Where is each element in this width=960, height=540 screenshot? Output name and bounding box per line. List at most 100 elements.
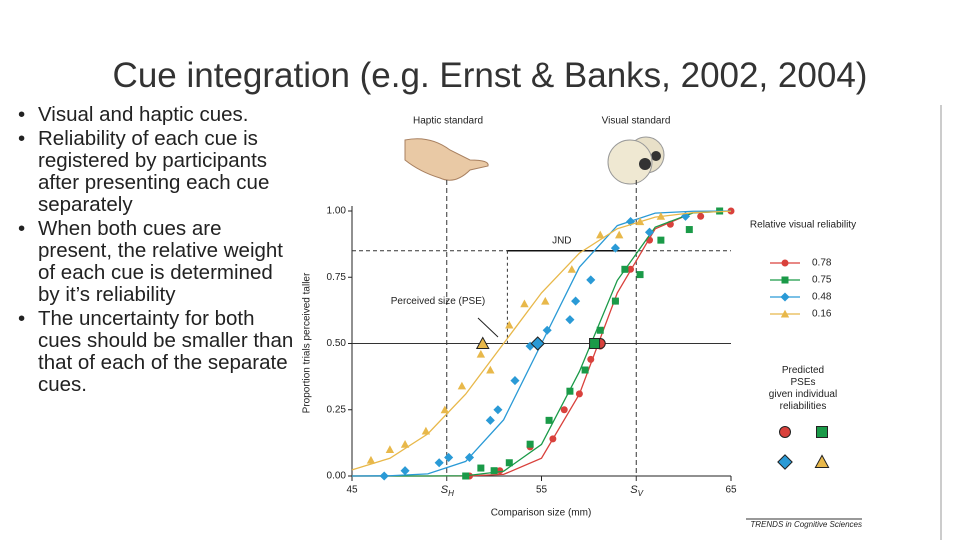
fit-curve xyxy=(352,210,732,477)
x-tick-label: 65 xyxy=(725,485,737,496)
point xyxy=(644,227,655,237)
point xyxy=(490,467,498,475)
point xyxy=(571,296,581,306)
point xyxy=(379,471,389,481)
legend-marker xyxy=(780,309,790,318)
y-axis-label: Proportion trials perceived taller xyxy=(302,272,313,413)
point xyxy=(520,299,529,308)
point xyxy=(610,243,620,253)
point xyxy=(457,381,467,390)
point xyxy=(475,336,490,349)
point xyxy=(575,390,583,398)
x-tick-label: 45 xyxy=(346,485,358,496)
legend-marker xyxy=(781,259,789,267)
pse-legend-title-line: Predicted xyxy=(782,365,824,376)
point xyxy=(566,387,574,395)
standard-label: SV xyxy=(630,484,643,498)
point xyxy=(464,452,475,462)
point xyxy=(657,236,665,244)
point xyxy=(421,426,431,435)
point xyxy=(567,265,577,273)
bullet: When both cues are present, the relative… xyxy=(18,218,300,306)
stimulus-label: Visual standard xyxy=(602,116,671,127)
legend-pse-marker xyxy=(779,426,791,438)
point xyxy=(680,211,691,221)
credit: TRENDS in Cognitive Sciences xyxy=(750,520,862,529)
legend-label: 0.75 xyxy=(812,275,832,286)
pse-legend-title: Predicted PSEs given individual reliabiliti… xyxy=(769,365,837,412)
pse-legend-title-line: PSEs xyxy=(790,377,815,388)
eyes-icon xyxy=(607,136,665,185)
legend-title: Relative visual reliability xyxy=(750,220,856,231)
bullet: Reliability of each cue is registered by… xyxy=(18,128,300,216)
point xyxy=(400,466,410,476)
y-tick-label: 0.00 xyxy=(327,471,347,482)
point xyxy=(635,217,645,226)
point xyxy=(486,365,495,374)
y-tick-label: 0.75 xyxy=(327,272,347,283)
point xyxy=(400,440,410,448)
hand-icon xyxy=(404,138,489,181)
point xyxy=(477,464,485,472)
point xyxy=(581,366,589,374)
legend-marker xyxy=(781,276,789,284)
x-axis-label: Comparison size (mm) xyxy=(491,508,592,519)
point xyxy=(697,212,705,220)
legend-marker xyxy=(780,292,790,302)
x-tick-label: 55 xyxy=(536,485,548,496)
point xyxy=(611,297,619,305)
point xyxy=(485,415,495,425)
pse-note: Perceived size (PSE) xyxy=(391,296,485,307)
standard-subscript: V xyxy=(638,489,644,498)
legend-pse-marker xyxy=(777,454,793,470)
bullet-list: Visual and haptic cues. Reliability of e… xyxy=(18,104,300,398)
legend-pse-marker xyxy=(814,454,830,468)
point xyxy=(545,416,553,424)
slide-title: Cue integration (e.g. Ernst & Banks, 200… xyxy=(112,56,868,95)
point xyxy=(596,326,604,334)
point xyxy=(614,230,624,239)
point xyxy=(530,336,545,351)
point xyxy=(560,406,568,414)
standard-label: SH xyxy=(441,484,454,498)
stimulus-label: Haptic standard xyxy=(413,116,483,127)
pse-legend-title-line: reliabilities xyxy=(780,401,827,412)
point xyxy=(596,230,605,239)
pse-note-text: Perceived size (PSE) xyxy=(391,296,485,307)
point xyxy=(510,376,520,386)
point xyxy=(525,341,535,351)
point xyxy=(565,315,575,325)
legend-pse-marker xyxy=(816,426,828,438)
point xyxy=(542,325,552,335)
point xyxy=(656,212,666,220)
point xyxy=(493,405,503,415)
point xyxy=(621,265,629,273)
point xyxy=(440,405,450,414)
point xyxy=(385,445,395,453)
legend-label: 0.48 xyxy=(812,292,832,303)
point xyxy=(541,296,550,305)
pse-arrow xyxy=(477,317,499,338)
point xyxy=(505,320,514,329)
bullet: The uncertainty for both cues should be … xyxy=(18,308,300,396)
point xyxy=(444,452,454,462)
y-tick-label: 0.50 xyxy=(327,338,347,349)
y-tick-label: 0.25 xyxy=(327,404,347,415)
bullet: Visual and haptic cues. xyxy=(18,104,300,126)
point xyxy=(587,355,595,363)
point xyxy=(589,338,601,349)
standard-subscript: H xyxy=(448,489,454,498)
point xyxy=(586,275,596,285)
legend-label: 0.16 xyxy=(812,309,832,320)
point xyxy=(462,472,470,480)
point xyxy=(476,349,486,358)
standard-symbol: S xyxy=(630,484,638,496)
point xyxy=(627,265,635,273)
pse-legend-title-line: given individual xyxy=(769,389,837,400)
point xyxy=(636,271,644,279)
point xyxy=(526,440,534,448)
point xyxy=(366,455,376,464)
point xyxy=(549,435,557,443)
